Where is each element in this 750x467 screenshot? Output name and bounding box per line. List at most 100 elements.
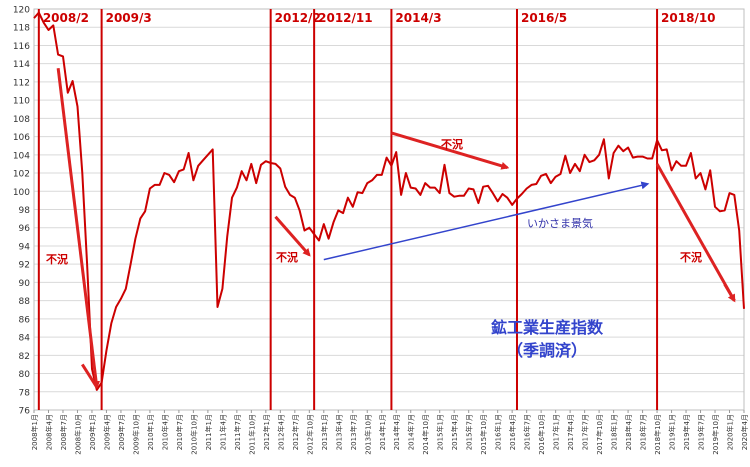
x-tick-label: 2013年1月 — [320, 414, 329, 450]
annotation-arrows — [56, 68, 736, 390]
recession-arrow-4 — [655, 163, 736, 303]
x-tick-label: 2008年7月 — [59, 414, 68, 450]
x-tick-label: 2016年10月 — [537, 414, 546, 455]
recession-label-1: 不況 — [46, 252, 68, 266]
recession-arrow-1 — [56, 68, 101, 390]
y-tick-label: 116 — [13, 42, 30, 52]
x-tick-label: 2018年1月 — [610, 414, 619, 450]
x-tick-label: 2009年4月 — [102, 414, 111, 450]
x-tick-label: 2017年1月 — [552, 414, 561, 450]
y-tick-label: 110 — [13, 97, 30, 107]
y-tick-label: 96 — [19, 224, 31, 234]
y-tick-label: 92 — [19, 261, 30, 271]
x-tick-label: 2012年4月 — [276, 414, 285, 450]
x-tick-label: 2012年10月 — [305, 414, 314, 455]
y-tick-label: 102 — [13, 170, 30, 180]
recession-arrow-1-hook — [81, 363, 99, 389]
x-tick-label: 2009年1月 — [88, 414, 97, 450]
x-tick-label: 2017年7月 — [581, 414, 590, 450]
x-tick-label: 2019年1月 — [668, 414, 677, 450]
y-tick-label: 90 — [19, 279, 31, 289]
x-tick-label: 2014年10月 — [421, 414, 430, 455]
x-tick-label: 2011年10月 — [247, 414, 256, 455]
x-tick-label: 2008年1月 — [30, 414, 39, 450]
event-label: 2009/3 — [106, 11, 152, 25]
x-tick-label: 2015年10月 — [479, 414, 488, 455]
recession-arrow-2 — [274, 215, 311, 257]
chart-subtitle: （季調済） — [507, 341, 587, 360]
y-tick-label: 80 — [19, 370, 31, 380]
recession-label-3: 不況 — [441, 137, 463, 151]
chart-title: 鉱工業生産指数 — [491, 318, 604, 337]
event-label: 2012/2 — [275, 11, 321, 25]
x-tick-label: 2010年4月 — [160, 414, 169, 450]
x-tick-label: 2017年10月 — [595, 414, 604, 455]
x-tick-label: 2019年7月 — [697, 414, 706, 450]
y-tick-label: 104 — [13, 151, 30, 161]
series — [33, 11, 745, 391]
x-tick-label: 2014年1月 — [378, 414, 387, 450]
event-label: 2014/3 — [395, 11, 441, 25]
y-tick-label: 98 — [19, 206, 31, 216]
recession-label-2: 不況 — [276, 250, 298, 264]
x-tick-label: 2018年7月 — [639, 414, 648, 450]
y-tick-label: 78 — [19, 388, 31, 398]
y-tick-label: 100 — [13, 188, 30, 198]
y-tick-label: 76 — [19, 407, 31, 417]
y-tick-label: 82 — [19, 352, 30, 362]
x-tick-label: 2014年4月 — [392, 414, 401, 450]
x-tick-label: 2015年4月 — [450, 414, 459, 450]
grid — [33, 8, 745, 411]
x-tick-label: 2016年7月 — [523, 414, 532, 450]
x-tick-label: 2019年10月 — [711, 414, 720, 455]
izanami-arrow — [323, 181, 650, 261]
event-label: 2012/11 — [318, 11, 372, 25]
y-tick-label: 106 — [13, 133, 30, 143]
x-tick-label: 2012年7月 — [291, 414, 300, 450]
y-tick-label: 112 — [13, 78, 30, 88]
annotation-labels: 不況 不況 不況 不況 いかさま景気 鉱工業生産指数 （季調済） — [46, 137, 702, 360]
x-tick-label: 2013年10月 — [363, 414, 372, 455]
y-tick-label: 114 — [13, 60, 30, 70]
x-tick-label: 2016年4月 — [508, 414, 517, 450]
x-tick-label: 2015年7月 — [465, 414, 474, 450]
izanami-label: いかさま景気 — [527, 216, 593, 230]
x-tick-label: 2019年4月 — [682, 414, 691, 450]
x-tick-label: 2009年7月 — [117, 414, 126, 450]
x-tick-label: 2010年7月 — [175, 414, 184, 450]
recession-arrow-4-hook — [723, 283, 736, 302]
recession-arrow-3 — [390, 131, 510, 170]
y-tick-label: 108 — [13, 115, 30, 125]
x-axis: 2008年1月 2008年4月 2008年7月 2008年10月 2009年1月 2009… — [30, 410, 749, 455]
recession-label-4: 不況 — [680, 250, 702, 264]
y-axis: 76 78 80 82 84 86 88 90 92 94 96 98 100 102 104 106 108 1… — [13, 6, 30, 417]
event-label: 2008/2 — [43, 11, 89, 25]
x-tick-label: 2014年7月 — [407, 414, 416, 450]
x-tick-label: 2012年1月 — [262, 414, 271, 450]
x-tick-label: 2011年7月 — [233, 414, 242, 450]
x-tick-label: 2009年10月 — [131, 414, 140, 455]
y-tick-label: 120 — [13, 6, 30, 16]
x-tick-label: 2018年4月 — [624, 414, 633, 450]
event-label: 2018/10 — [661, 11, 715, 25]
x-tick-label: 2020年1月 — [726, 414, 735, 450]
x-tick-label: 2017年4月 — [566, 414, 575, 450]
y-tick-label: 118 — [13, 24, 30, 34]
series-line — [33, 11, 745, 391]
y-tick-label: 88 — [19, 297, 31, 307]
x-tick-label: 2013年4月 — [334, 414, 343, 450]
x-tick-label: 2011年1月 — [204, 414, 213, 450]
x-tick-label: 2008年4月 — [44, 414, 53, 450]
x-tick-label: 2018年10月 — [653, 414, 662, 455]
plot-border — [33, 8, 745, 411]
y-tick-label: 86 — [19, 315, 31, 325]
x-tick-label: 2013年7月 — [349, 414, 358, 450]
x-tick-label: 2016年1月 — [494, 414, 503, 450]
x-tick-label: 2010年1月 — [146, 414, 155, 450]
x-tick-label: 2010年10月 — [189, 414, 198, 455]
x-tick-label: 2015年1月 — [436, 414, 445, 450]
